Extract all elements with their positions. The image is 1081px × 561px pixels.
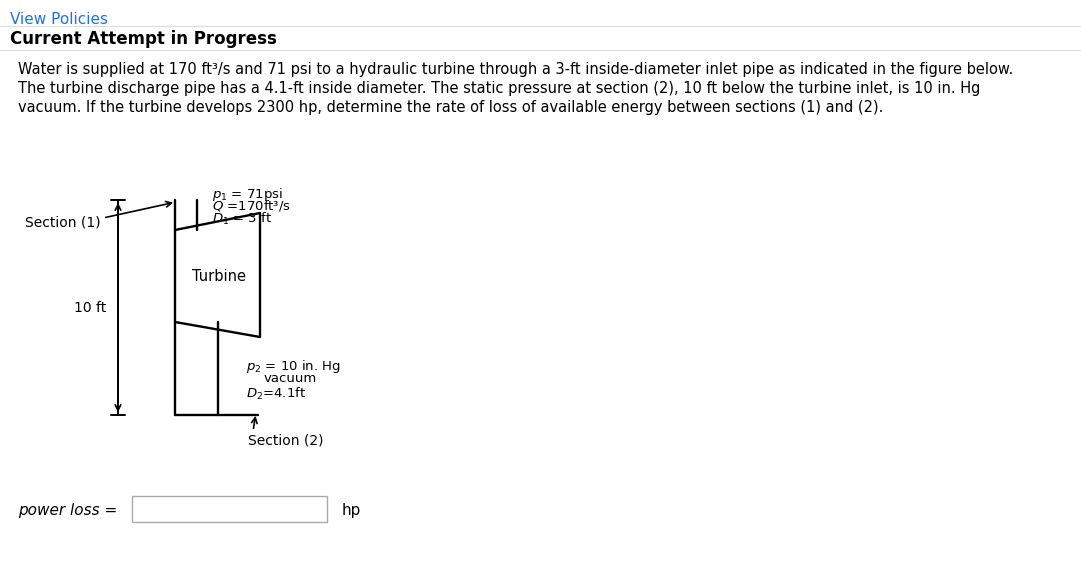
Bar xyxy=(132,496,326,522)
Text: vacuum: vacuum xyxy=(264,372,317,385)
Text: Turbine: Turbine xyxy=(192,269,246,283)
Text: $D_2$=4.1ft: $D_2$=4.1ft xyxy=(246,386,306,402)
Text: The turbine discharge pipe has a 4.1-ft inside diameter. The static pressure at : The turbine discharge pipe has a 4.1-ft … xyxy=(18,81,980,96)
Text: 10 ft: 10 ft xyxy=(74,301,106,315)
Text: $D_1$ = 3 ft: $D_1$ = 3 ft xyxy=(212,211,272,227)
Text: $p_2$ = 10 in. Hg: $p_2$ = 10 in. Hg xyxy=(246,358,341,375)
Text: $Q$ =170ft³/s: $Q$ =170ft³/s xyxy=(212,198,291,213)
Text: power loss =: power loss = xyxy=(18,503,117,517)
Text: $p_1$ = 71psi: $p_1$ = 71psi xyxy=(212,186,283,203)
Text: Section (2): Section (2) xyxy=(248,433,323,447)
Text: vacuum. If the turbine develops 2300 hp, determine the rate of loss of available: vacuum. If the turbine develops 2300 hp,… xyxy=(18,100,883,115)
Text: Current Attempt in Progress: Current Attempt in Progress xyxy=(10,30,277,48)
Text: View Policies: View Policies xyxy=(10,12,108,27)
Text: hp: hp xyxy=(342,503,361,517)
Text: Water is supplied at 170 ft³/s and 71 psi to a hydraulic turbine through a 3-ft : Water is supplied at 170 ft³/s and 71 ps… xyxy=(18,62,1013,77)
Text: Section (1): Section (1) xyxy=(25,215,101,229)
